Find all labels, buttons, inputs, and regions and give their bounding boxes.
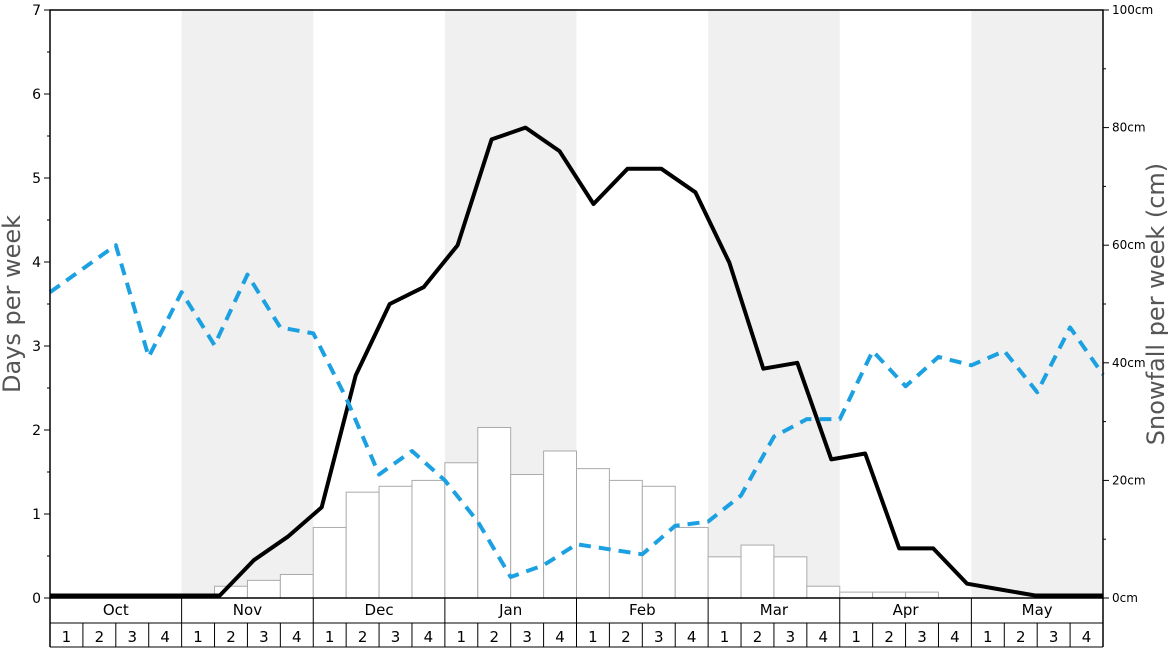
month-label: Oct <box>103 601 129 619</box>
snowfall-bar <box>839 591 874 599</box>
week-label: 2 <box>753 628 763 646</box>
left-tick-label: 3 <box>32 339 41 355</box>
week-label: 4 <box>687 628 697 646</box>
snowfall-bar <box>444 462 479 599</box>
snowfall-bar <box>576 468 610 599</box>
week-label: 3 <box>1049 628 1059 646</box>
week-label: 1 <box>325 628 335 646</box>
snowfall-bar <box>378 485 413 599</box>
right-tick-label: 20cm <box>1112 473 1146 487</box>
left-tick-label: 4 <box>32 255 41 271</box>
left-tick-label: 5 <box>32 171 41 187</box>
week-label: 4 <box>160 628 170 646</box>
week-label: 2 <box>489 628 499 646</box>
snowfall-bar <box>773 556 808 599</box>
snowfall-bar <box>806 585 841 599</box>
month-label: Apr <box>893 601 920 619</box>
right-tick-label: 60cm <box>1112 238 1146 252</box>
week-label: 2 <box>226 628 236 646</box>
week-label: 4 <box>555 628 565 646</box>
left-axis-title: Days per week <box>0 215 26 393</box>
snowfall-bars <box>214 426 939 599</box>
week-label: 3 <box>259 628 269 646</box>
week-label: 2 <box>1016 628 1026 646</box>
snowfall-bar <box>477 426 512 599</box>
month-band-nov <box>181 10 314 598</box>
month-label: Mar <box>760 601 789 619</box>
week-label: 2 <box>621 628 631 646</box>
solid-line-series <box>50 125 1103 598</box>
snowfall-bar <box>608 479 643 599</box>
left-tick-label: 6 <box>32 87 41 103</box>
week-label: 4 <box>819 628 829 646</box>
snowfall-bar <box>707 556 742 599</box>
left-tick-label: 1 <box>32 507 41 523</box>
left-tick-label: 7 <box>32 3 41 19</box>
snowfall-bar <box>345 491 380 599</box>
snowfall-bar <box>279 573 314 599</box>
data-lines <box>48 125 1105 598</box>
week-label: 1 <box>720 628 730 646</box>
week-label: 4 <box>950 628 960 646</box>
week-label: 1 <box>457 628 467 646</box>
right-tick-label: 80cm <box>1112 121 1146 135</box>
week-label: 1 <box>193 628 203 646</box>
week-label: 3 <box>127 628 137 646</box>
right-axis-title: Snowfall per week (cm) <box>1142 163 1168 445</box>
snowfall-bar <box>872 591 907 599</box>
week-label: 1 <box>983 628 993 646</box>
month-shading-bands <box>181 10 1103 598</box>
week-label: 1 <box>62 628 72 646</box>
left-tick-label: 2 <box>32 423 41 439</box>
right-tick-label: 100cm <box>1112 3 1153 17</box>
left-axis: 0 1 2 3 4 5 6 7 <box>32 3 50 607</box>
left-tick-label: 0 <box>32 591 41 607</box>
snowfall-bar <box>740 544 775 599</box>
snowfall-bar <box>411 479 446 599</box>
month-band-may <box>971 10 1103 598</box>
snowfall-bar <box>674 526 709 599</box>
week-label: 3 <box>917 628 927 646</box>
month-label: Feb <box>629 601 656 619</box>
week-label: 3 <box>391 628 401 646</box>
week-label: 2 <box>95 628 105 646</box>
week-label: 1 <box>588 628 598 646</box>
week-label: 2 <box>884 628 894 646</box>
month-label: Jan <box>498 601 522 619</box>
month-label: May <box>1022 601 1053 619</box>
month-band-mar <box>708 10 840 598</box>
week-label: 3 <box>522 628 532 646</box>
snowfall-bar <box>312 526 347 599</box>
snowfall-bar <box>246 579 281 599</box>
week-label: 2 <box>358 628 368 646</box>
snowfall-bar <box>905 591 939 599</box>
snowfall-bar <box>543 450 577 599</box>
week-label: 3 <box>654 628 664 646</box>
month-label: Nov <box>233 601 262 619</box>
right-tick-label: 0cm <box>1112 591 1138 605</box>
right-axis: 0cm 20cm 40cm 60cm 80cm 100cm <box>1103 3 1153 605</box>
week-label: 4 <box>1082 628 1092 646</box>
week-label: 4 <box>292 628 302 646</box>
x-axis-table: Oct 1 2 3 4 Nov 1 2 3 4 Dec 1 2 3 4 Jan 1 2 3 4 Feb 1 2 3 4 Mar 1 2… <box>49 598 1104 648</box>
week-label: 1 <box>851 628 861 646</box>
right-tick-label: 40cm <box>1112 356 1146 370</box>
month-label: Dec <box>365 601 394 619</box>
week-label: 4 <box>424 628 434 646</box>
week-label: 3 <box>786 628 796 646</box>
snowfall-bar <box>510 474 545 599</box>
